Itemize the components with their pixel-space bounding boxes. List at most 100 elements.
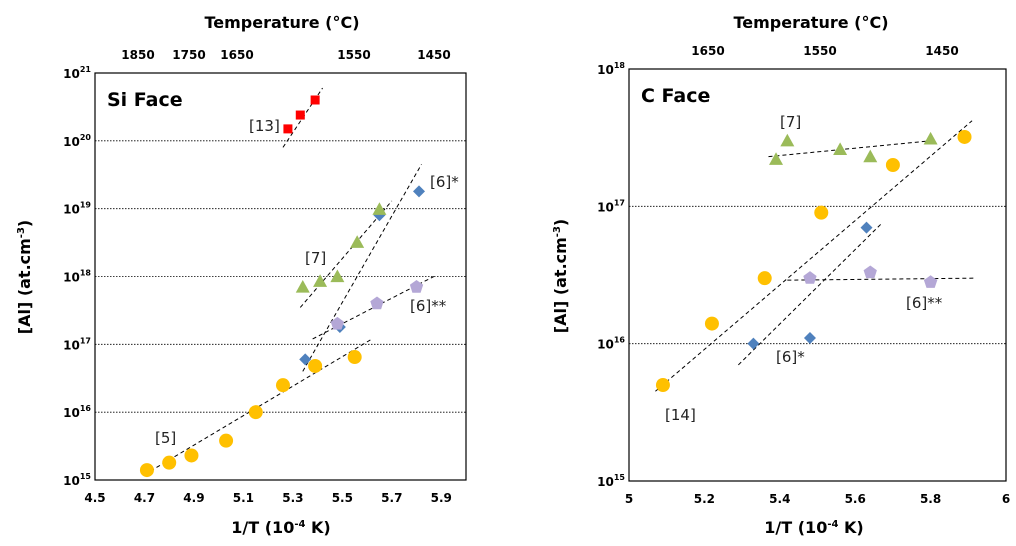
c-top-tick-label: 1650 — [691, 44, 724, 58]
c-x-tick-label: 6 — [1002, 492, 1010, 506]
c-fit-lines — [655, 120, 976, 392]
si-point-pentagon — [370, 296, 384, 310]
c-top-axis-title: Temperature (°C) — [733, 13, 888, 32]
c-y-tick-label: 1018 — [597, 61, 625, 77]
si-fit-lines — [144, 87, 435, 476]
c-annotation-7: [7] — [780, 113, 801, 131]
c-fit-line — [737, 223, 882, 366]
si-top-tick-label: 1650 — [220, 48, 253, 62]
c-x-tick-label: 5.6 — [845, 492, 866, 506]
si-point-circle — [219, 433, 234, 448]
c-point-diamond — [747, 337, 760, 350]
si-point-diamond — [299, 353, 312, 366]
si-fit-line — [144, 338, 373, 476]
si-point-circle — [248, 405, 263, 420]
si-y-tick-label: 1017 — [63, 336, 91, 352]
si-point-circle — [308, 358, 323, 373]
si-annotation-6-star: [6]* — [430, 173, 459, 191]
si-top-tick-label: 1750 — [172, 48, 205, 62]
si-xlabel-exp: -4 — [294, 519, 305, 530]
c-ylabel-base: [Al] (at.cm — [551, 237, 570, 333]
c-x-tick-labels: 5 5.2 5.4 5.6 5.8 6 — [625, 492, 1010, 506]
si-point-triangle — [295, 280, 310, 293]
c-point-triangle — [833, 142, 848, 155]
si-point-triangle — [350, 235, 365, 248]
c-xlabel-exp: -4 — [827, 519, 838, 530]
si-annotation-13: [13] — [249, 117, 280, 135]
c-point-triangle — [863, 149, 878, 163]
si-y-tick-label: 1021 — [63, 65, 91, 81]
si-panel-title: Si Face — [107, 89, 183, 111]
c-plot-frame — [628, 68, 1007, 482]
si-point-pentagon — [409, 280, 424, 293]
c-x-tick-label: 5.2 — [694, 492, 715, 506]
c-y-tick-labels: 1015 1016 1017 1018 — [597, 61, 625, 489]
c-y-axis-title: [Al] (at.cm-3) — [551, 219, 570, 333]
si-y-tick-label: 1019 — [63, 201, 91, 217]
si-point-square — [295, 110, 305, 120]
si-annotation-7: [7] — [305, 249, 326, 267]
si-x-tick-label: 4.9 — [183, 491, 204, 505]
si-x-tick-label: 5.3 — [282, 491, 303, 505]
si-point-triangle — [372, 202, 387, 215]
si-x-tick-label: 5.7 — [381, 491, 402, 505]
si-ylabel-close: ) — [15, 220, 34, 227]
c-panel-title: C Face — [641, 85, 710, 107]
si-point-triangle — [313, 274, 328, 287]
c-point-triangle — [780, 133, 795, 147]
si-data-points — [139, 95, 426, 478]
si-point-circle — [162, 455, 177, 470]
c-point-circle — [757, 271, 772, 286]
c-x-tick-label: 5 — [625, 492, 633, 506]
c-point-diamond — [803, 331, 816, 344]
c-data-points — [655, 129, 972, 393]
c-xlabel-unit: K) — [838, 518, 863, 537]
si-y-axis-title: [Al] (at.cm-3) — [15, 220, 34, 334]
si-top-tick-labels: 1850 1750 1650 1550 1450 — [121, 48, 450, 62]
c-annotation-6-star: [6]* — [776, 348, 805, 366]
si-point-circle — [184, 448, 199, 463]
c-point-circle — [814, 205, 829, 220]
si-top-tick-label: 1550 — [337, 48, 370, 62]
c-fit-line — [787, 277, 976, 281]
si-face-panel: Temperature (°C) 1850 1750 1650 1550 1450 10… — [15, 13, 467, 537]
si-ylabel-exp: -3 — [16, 227, 27, 238]
si-point-pentagon — [330, 316, 344, 330]
si-y-tick-labels: 1015 1016 1017 1018 1019 1020 1021 — [63, 65, 91, 488]
si-top-axis-title: Temperature (°C) — [204, 13, 359, 32]
si-x-tick-label: 5.1 — [233, 491, 254, 505]
si-xlabel-base: 1/T (10 — [231, 518, 294, 537]
c-top-tick-label: 1450 — [925, 44, 958, 58]
si-x-tick-label: 5.5 — [332, 491, 353, 505]
si-point-triangle — [330, 269, 345, 283]
c-point-circle — [885, 157, 900, 172]
c-y-tick-label: 1017 — [597, 198, 625, 214]
si-point-square — [283, 124, 293, 134]
c-point-circle — [704, 316, 719, 331]
si-point-square — [310, 95, 320, 105]
si-y-tick-label: 1020 — [63, 133, 91, 149]
c-point-triangle — [923, 131, 938, 145]
c-x-tick-label: 5.4 — [769, 492, 790, 506]
si-x-tick-label: 4.7 — [134, 491, 155, 505]
c-ylabel-exp: -3 — [552, 226, 563, 237]
si-y-tick-label: 1015 — [63, 472, 91, 488]
c-annotation-14: [14] — [665, 406, 696, 424]
si-annotation-6-double-star: [6]** — [410, 297, 447, 315]
si-x-tick-label: 4.5 — [84, 491, 105, 505]
si-ylabel-base: [Al] (at.cm — [15, 238, 34, 334]
si-annotation-5: [5] — [155, 429, 176, 447]
c-x-tick-label: 5.8 — [920, 492, 941, 506]
si-x-axis-title: 1/T (10-4 K) — [231, 518, 330, 537]
si-xlabel-unit: K) — [305, 518, 330, 537]
si-plot-frame — [94, 72, 467, 481]
c-point-pentagon — [863, 265, 877, 279]
si-y-tick-label: 1016 — [63, 404, 91, 420]
si-point-circle — [139, 463, 154, 478]
si-point-circle — [275, 378, 290, 393]
c-point-circle — [655, 378, 670, 393]
si-fit-line — [302, 164, 422, 372]
si-top-tick-label: 1850 — [121, 48, 154, 62]
c-top-tick-labels: 1650 1550 1450 — [691, 44, 958, 58]
